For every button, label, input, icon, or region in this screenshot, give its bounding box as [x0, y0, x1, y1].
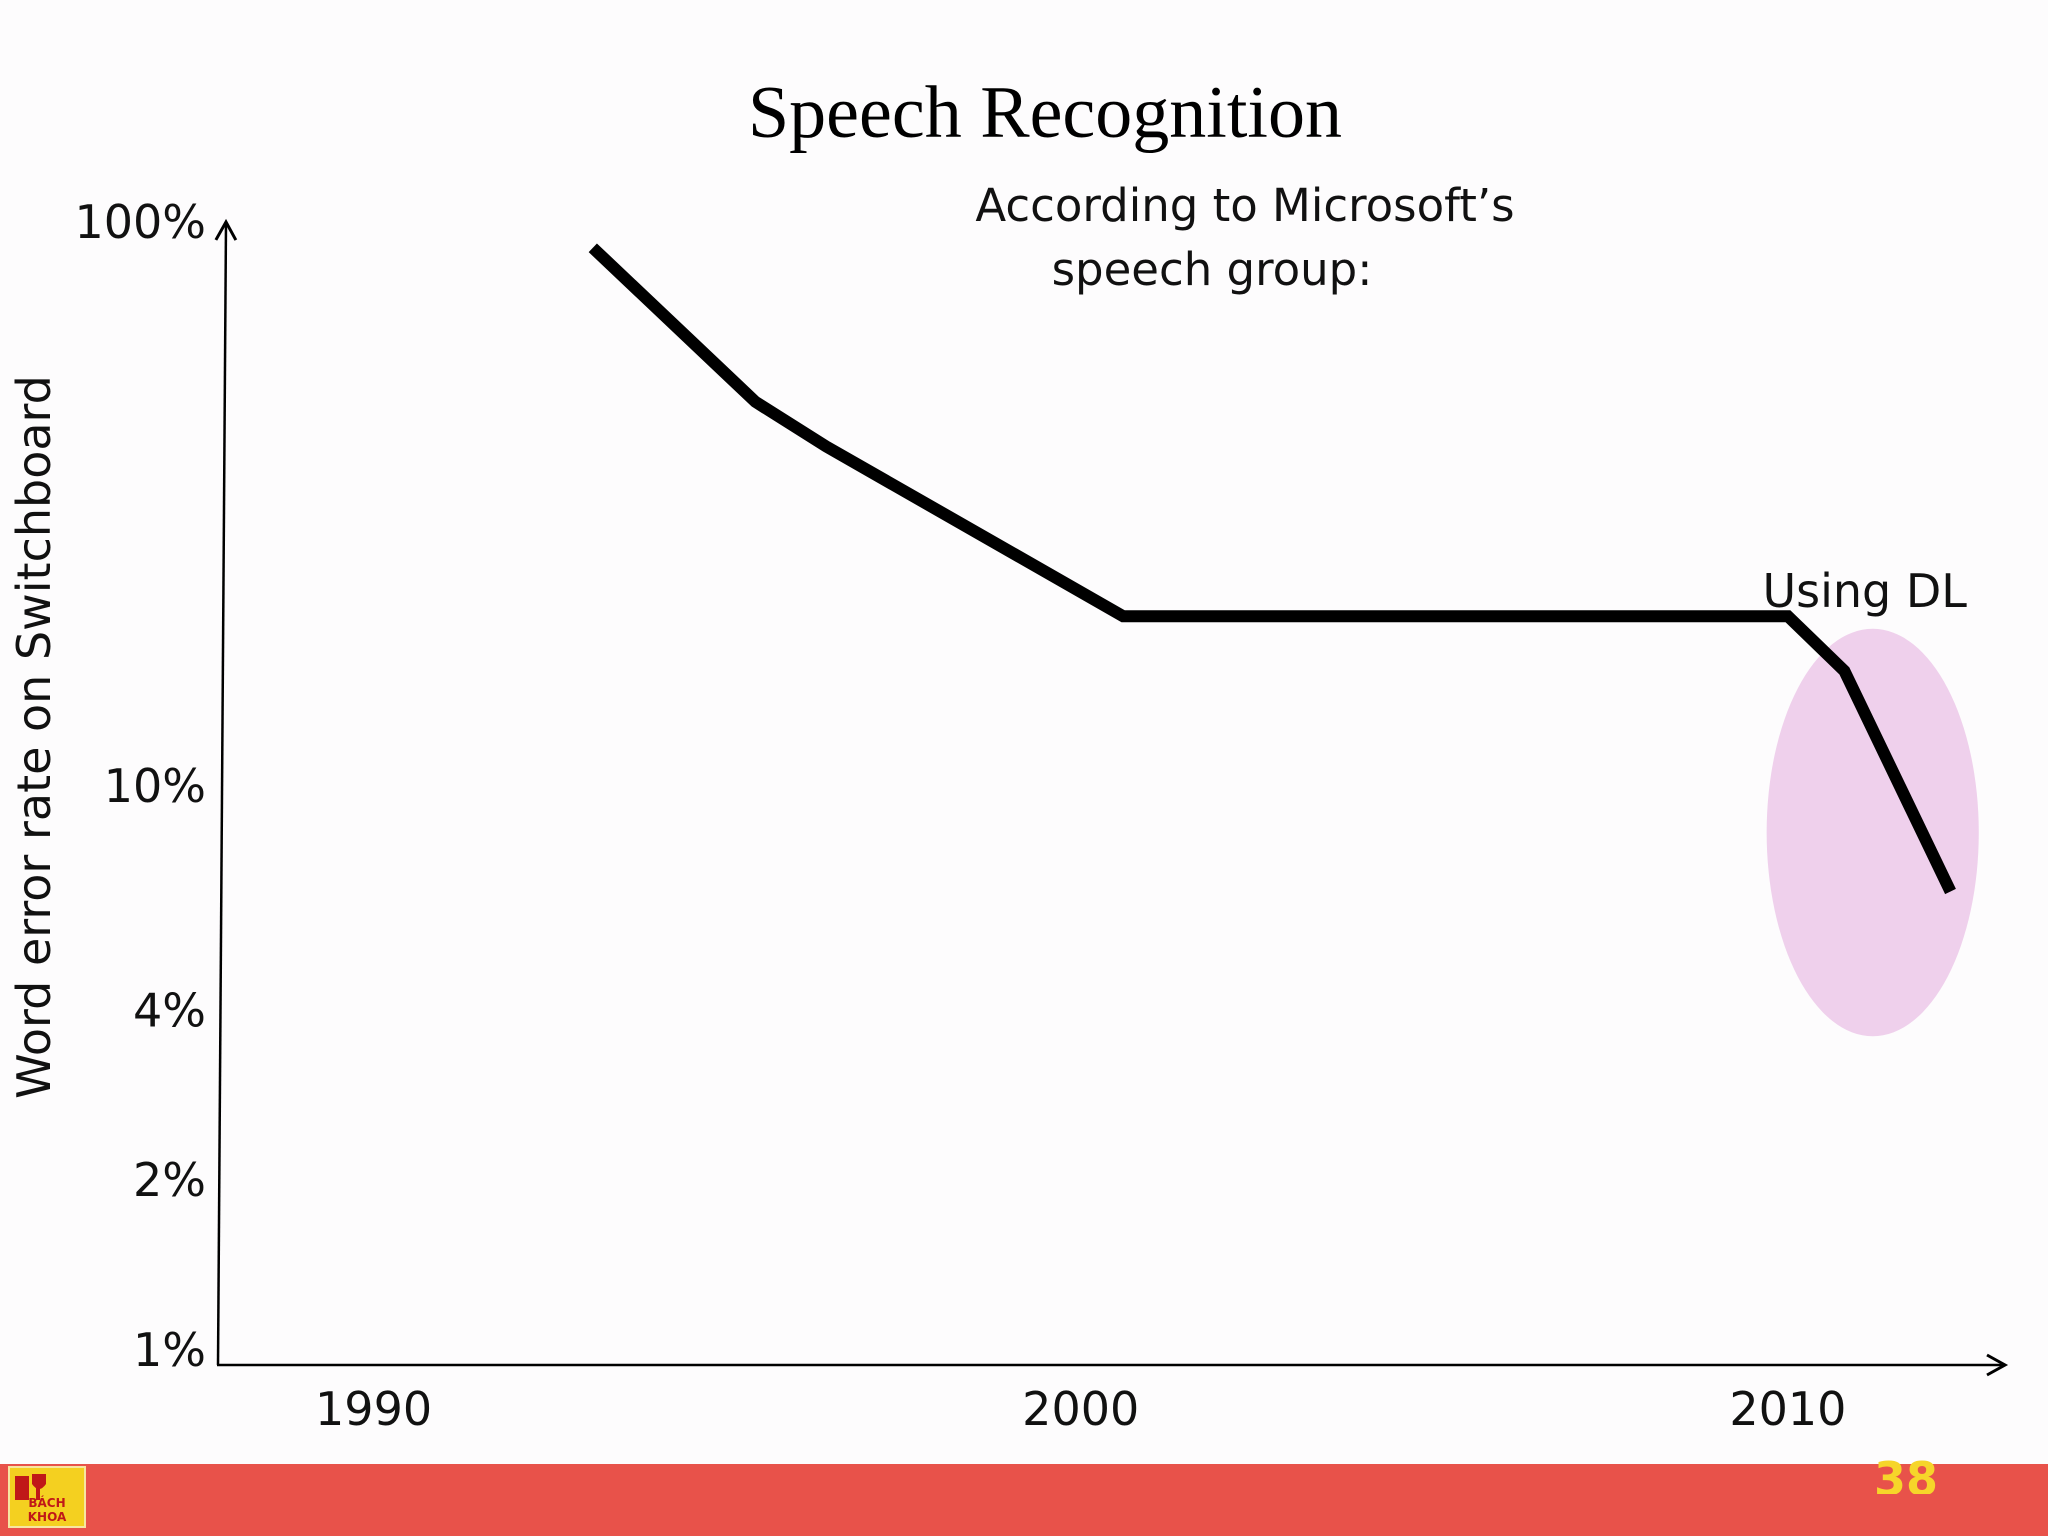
annotation-ellipse — [1766, 628, 1979, 1037]
x-tick-label: 2010 — [1729, 1382, 1846, 1436]
logo-emblem-icon — [15, 1474, 46, 1500]
chart-title: Speech Recognition — [748, 72, 1342, 154]
footer: BÁCH KHOA 38 — [0, 1454, 2048, 1536]
y-tick-label: 4% — [133, 983, 206, 1037]
x-tick-label: 1990 — [315, 1382, 432, 1436]
university-logo: BÁCH KHOA — [8, 1466, 86, 1528]
annotation-layer: Using DL — [1762, 564, 1979, 1037]
x-tick-labels: 1990 2000 2010 — [315, 1382, 1846, 1436]
series-line — [588, 243, 1956, 895]
page-number: 38 — [1873, 1454, 1938, 1494]
chart-subtitle-line-1: According to Microsoft’s — [975, 179, 1514, 232]
series-layer — [588, 243, 1956, 895]
y-tick-label: 1% — [133, 1323, 206, 1377]
logo-text: BÁCH KHOA — [27, 1496, 67, 1524]
y-tick-label: 2% — [133, 1153, 206, 1207]
y-tick-labels: 100% 10% 4% 2% 1% — [74, 195, 206, 1377]
y-tick-label: 10% — [104, 759, 206, 813]
x-tick-label: 2000 — [1022, 1382, 1139, 1436]
chart-subtitle-line-2: speech group: — [1052, 243, 1373, 296]
y-tick-label: 100% — [74, 195, 206, 249]
footer-bar — [0, 1464, 2048, 1536]
y-axis-label: Word error rate on Switchboard — [7, 375, 61, 1099]
y-axis-line — [214, 218, 238, 1366]
annotation-label: Using DL — [1762, 564, 1967, 618]
